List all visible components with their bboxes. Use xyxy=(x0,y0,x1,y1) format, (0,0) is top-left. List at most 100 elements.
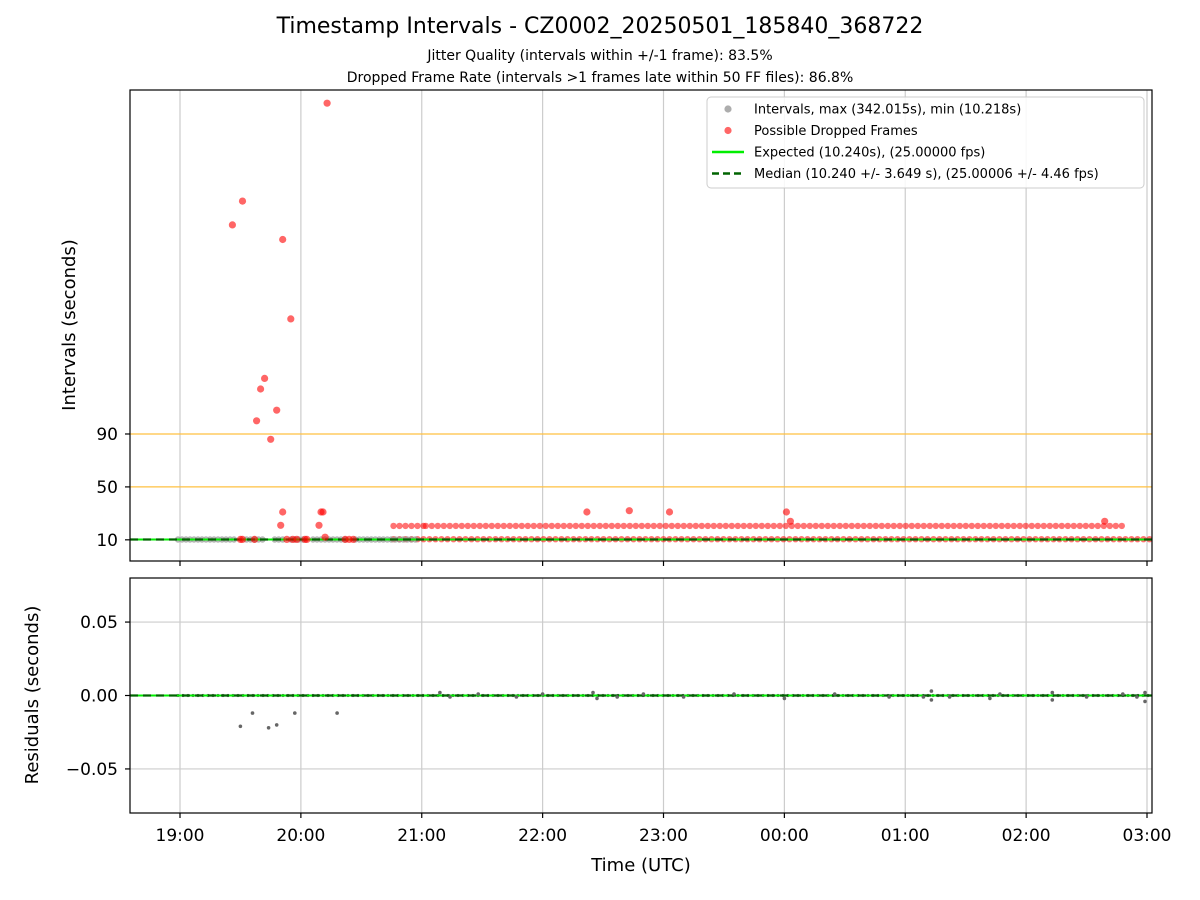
residual-point xyxy=(832,692,837,696)
dropped-frame-point xyxy=(746,522,753,530)
dropped-frame-point xyxy=(390,522,397,530)
dropped-frame-point xyxy=(836,522,843,530)
dropped-frame-point xyxy=(524,522,531,530)
dropped-frame-point xyxy=(740,522,747,530)
residual-point xyxy=(929,689,934,693)
residual-point xyxy=(335,711,339,715)
dropped-frame-point xyxy=(253,417,261,425)
dropped-frame-point xyxy=(458,522,465,530)
dropped-frame-point xyxy=(866,522,873,530)
dropped-frame-point xyxy=(818,522,825,530)
x-tick-label: 02:00 xyxy=(1002,826,1051,846)
residuals-y-axis-label: Residuals (seconds) xyxy=(22,606,43,785)
dropped-frame-point xyxy=(674,522,681,530)
dropped-frame-point xyxy=(408,522,415,530)
residual-point xyxy=(1143,690,1147,695)
dropped-frame-point xyxy=(261,374,269,382)
dropped-frame-point xyxy=(686,522,693,530)
dropped-frame-point xyxy=(257,385,265,393)
dropped-frame-point xyxy=(860,522,867,530)
dropped-frame-point xyxy=(530,522,537,530)
dropped-frame-point xyxy=(908,522,915,530)
residuals-y-tick-label: −0.05 xyxy=(66,760,118,780)
dropped-frame-point xyxy=(914,522,921,530)
residual-point xyxy=(238,724,243,729)
dropped-frame-point xyxy=(321,533,329,541)
dropped-frame-point xyxy=(277,521,285,529)
dropped-frame-point xyxy=(1064,522,1072,530)
residual-point xyxy=(1084,695,1089,699)
dropped-frame-point xyxy=(1106,522,1114,530)
dropped-frame-point xyxy=(734,522,741,530)
dropped-frame-point xyxy=(1052,522,1060,530)
residual-point xyxy=(274,723,279,727)
residual-point xyxy=(921,695,926,699)
intervals-y-tick-label: 90 xyxy=(96,425,118,445)
residual-point xyxy=(641,692,646,696)
dropped-frame-point xyxy=(500,522,507,530)
dropped-frame-point xyxy=(506,522,513,530)
residuals-y-tick-label: 0.05 xyxy=(80,613,118,633)
dropped-frame-point xyxy=(279,235,287,244)
legend: Intervals, max (342.015s), min (10.218s)… xyxy=(706,96,1145,189)
dropped-frame-point xyxy=(293,535,301,544)
residual-point xyxy=(1143,699,1147,704)
dropped-frame-point xyxy=(980,522,987,530)
residual-point xyxy=(887,695,891,699)
residual-point xyxy=(615,695,619,699)
dropped-frame-point xyxy=(1028,522,1036,530)
dropped-frame-point xyxy=(1118,522,1126,530)
dropped-frame-point xyxy=(238,535,247,544)
dropped-frame-point xyxy=(228,221,236,229)
dropped-frame-point xyxy=(602,522,609,530)
dropped-frame-point xyxy=(1082,522,1090,530)
dropped-frame-point xyxy=(349,535,357,544)
residual-point xyxy=(732,692,736,696)
dropped-frame-point xyxy=(752,522,759,530)
dropped-frame-point xyxy=(625,507,633,515)
legend-label: Median (10.240 +/- 3.649 s), (25.00006 +… xyxy=(754,167,1099,182)
legend-marker-intervals xyxy=(724,105,732,113)
dropped-frame-point xyxy=(476,522,483,530)
x-axis-label: Time (UTC) xyxy=(590,855,691,876)
dropped-frame-point xyxy=(1004,522,1011,530)
dropped-frame-point xyxy=(698,522,705,530)
dropped-frame-point xyxy=(548,522,555,530)
dropped-frame-point xyxy=(722,522,729,530)
dropped-frame-point xyxy=(512,522,519,530)
dropped-frame-point xyxy=(414,522,421,530)
dropped-frame-point xyxy=(396,522,403,530)
intervals-y-tick-label: 10 xyxy=(96,531,118,551)
intervals-axes-frame xyxy=(129,89,1153,562)
dropped-frame-point xyxy=(287,315,295,323)
dropped-frame-point xyxy=(1040,522,1048,530)
dropped-frame-point xyxy=(710,522,717,530)
dropped-frame-point xyxy=(1010,522,1017,530)
dropped-frame-point xyxy=(482,522,489,530)
dropped-frame-point xyxy=(470,522,477,530)
dropped-frame-point xyxy=(944,522,951,530)
dropped-frame-point xyxy=(428,522,435,530)
dropped-frame-point xyxy=(1094,522,1102,530)
dropped-frame-point xyxy=(596,522,603,530)
dropped-frame-point xyxy=(319,508,327,516)
residual-point xyxy=(1050,690,1055,695)
residuals-panel: 0.05 0.00 −0.05 19:00 20:00 21:00 22:00 23:00 00… xyxy=(66,577,1172,846)
dropped-frame-point xyxy=(560,522,567,530)
dropped-frame-point xyxy=(896,522,903,530)
dropped-frame-point xyxy=(315,521,323,529)
dropped-frame-point xyxy=(402,522,409,530)
dropped-frame-point xyxy=(536,522,543,530)
dropped-frame-point xyxy=(848,522,855,530)
residuals-y-tick-label: 0.00 xyxy=(80,687,118,707)
intervals-data xyxy=(130,99,1152,544)
dropped-frame-point xyxy=(782,522,789,530)
dropped-frame-point xyxy=(464,522,471,530)
dropped-frame-point xyxy=(968,522,975,530)
dropped-frame-point xyxy=(782,508,791,516)
intervals-y-tick-label: 50 xyxy=(96,478,118,498)
residual-point xyxy=(293,711,297,715)
residual-point xyxy=(438,690,442,695)
dropped-frame-point xyxy=(884,522,891,530)
residual-point xyxy=(266,726,271,730)
